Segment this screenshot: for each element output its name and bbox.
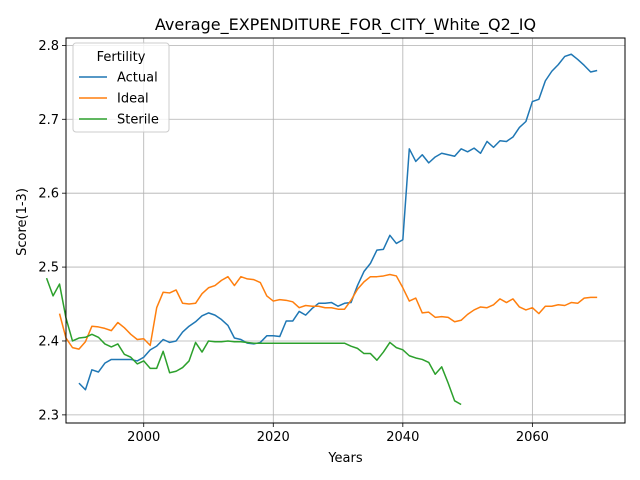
- plot-frame: [65, 37, 626, 424]
- legend-title: Fertility: [97, 50, 146, 65]
- y-tick-label: 2.3: [38, 408, 59, 423]
- legend: Fertility Actual Ideal Sterile: [72, 42, 170, 133]
- series-line-actual: [78, 53, 598, 391]
- x-tick-label: 2060: [516, 430, 549, 445]
- legend-entry: Sterile: [117, 113, 159, 128]
- y-tick-label: 2.6: [38, 187, 59, 202]
- legend-entry: Ideal: [117, 92, 149, 107]
- legend-entry: Actual: [117, 71, 158, 86]
- y-axis-label: Score(1-3): [15, 188, 30, 256]
- y-tick-label: 2.7: [38, 113, 59, 128]
- y-tick-label: 2.8: [38, 39, 59, 54]
- legend-box: [72, 42, 170, 133]
- y-tick-label: 2.5: [38, 261, 59, 276]
- x-tick-label: 2000: [127, 430, 160, 445]
- y-tick-label: 2.4: [38, 334, 59, 349]
- series-line-sterile: [45, 277, 462, 406]
- chart-title: Average_EXPENDITURE_FOR_CITY_White_Q2_IQ: [155, 15, 536, 35]
- series-lines: [45, 53, 598, 406]
- y-axis-ticks: 2.3 2.4 2.5 2.6 2.7 2.8: [38, 39, 66, 423]
- x-tick-label: 2040: [386, 430, 419, 445]
- x-tick-label: 2020: [257, 430, 290, 445]
- series-line-ideal: [58, 273, 598, 350]
- x-axis-ticks: 2000 2020 2040 2060: [127, 423, 549, 445]
- x-axis-label: Years: [327, 451, 363, 466]
